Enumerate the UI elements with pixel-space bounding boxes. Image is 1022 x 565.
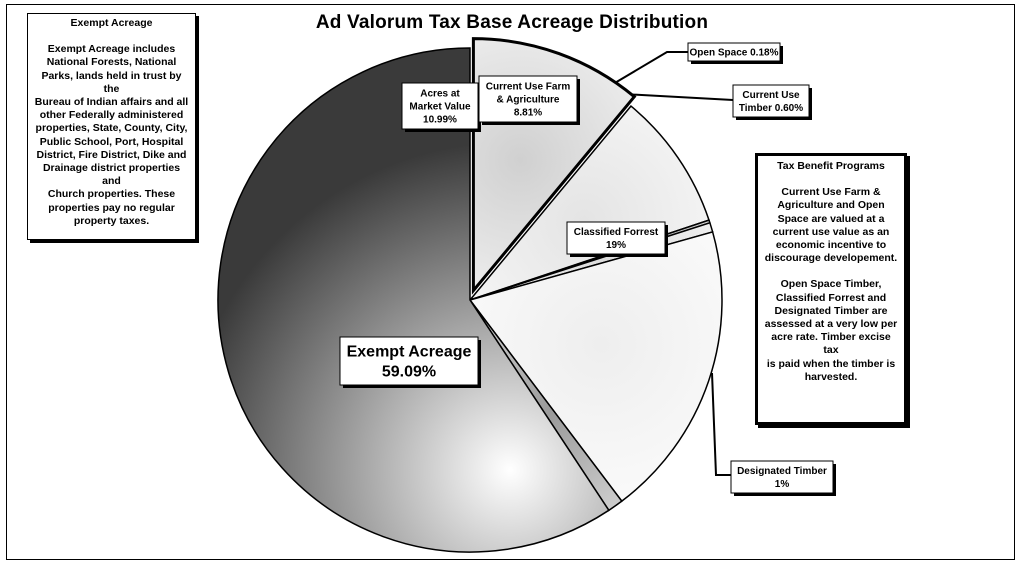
exempt-note-heading: Exempt Acreage	[70, 17, 153, 29]
leader-line-designated-timber	[711, 372, 731, 476]
tax-benefit-note: Tax Benefit Programs Current Use Farm & …	[755, 153, 907, 425]
exempt-note-body: Exempt Acreage includes National Forests…	[34, 43, 189, 227]
slice-label-text: Acres at	[420, 89, 460, 100]
pie-slice-classified-forrest	[468, 231, 723, 503]
exempt-acreage-note: Exempt Acreage Exempt Acreage includes N…	[27, 13, 196, 240]
slice-label-text: Current Use	[742, 90, 800, 101]
slice-label-text: 1%	[775, 479, 790, 490]
slice-label-current-use-timber: Current Use Timber 0.60%	[732, 84, 812, 120]
slice-label-text: Classified Forrest	[574, 227, 659, 238]
slice-label-text: Current Use Farm	[486, 82, 571, 93]
slice-label-text: Open Space 0.18%	[690, 48, 779, 59]
slice-label-text: 59.09%	[382, 364, 436, 381]
slice-label-text: Timber 0.60%	[739, 103, 803, 114]
slice-label-text: Exempt Acreage	[347, 344, 472, 361]
slice-label-text: Designated Timber	[737, 466, 827, 477]
tax-note-body-1: Current Use Farm & Agriculture and Open …	[764, 186, 898, 265]
slice-label-classified-forrest: Classified Forrest 19%	[566, 221, 668, 257]
chart-title: Ad Valorum Tax Base Acreage Distribution	[315, 12, 709, 33]
slice-label-text: 10.99%	[423, 115, 457, 126]
tax-note-body-2: Open Space Timber, Classified Forrest an…	[764, 278, 898, 383]
slice-label-text: 8.81%	[514, 108, 542, 119]
slice-label-acres-at-market-value: Acres at Market Value 10.99%	[401, 82, 481, 132]
slice-label-open-space: Open Space 0.18%	[687, 42, 783, 64]
pie-slice-exempt-acreage	[217, 47, 610, 553]
slice-labels: Acres at Market Value 10.99% Current Use Fa…	[339, 42, 836, 496]
slice-label-designated-timber: Designated Timber 1%	[730, 460, 836, 496]
tax-note-heading: Tax Benefit Programs	[777, 160, 885, 172]
slice-label-text: Market Value	[409, 102, 471, 113]
slice-label-text: & Agriculture	[497, 95, 560, 106]
pie-slice-current-use-farm-agriculture	[467, 105, 710, 302]
slice-label-text: 19%	[606, 240, 626, 251]
slice-label-exempt-acreage: Exempt Acreage 59.09%	[339, 336, 481, 388]
slice-label-current-use-farm-agriculture: Current Use Farm & Agriculture 8.81%	[478, 75, 580, 125]
leader-line-open-space	[602, 51, 688, 91]
